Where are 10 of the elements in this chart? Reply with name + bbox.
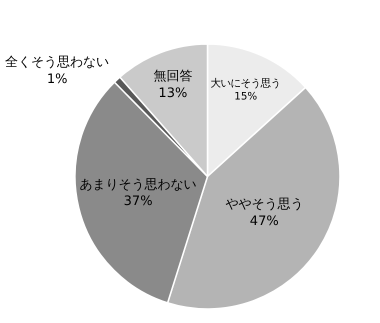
- data-label: 15%: [234, 90, 258, 103]
- slice-label: あまりそう思わない: [80, 177, 197, 192]
- slice-label: ややそう思う: [225, 196, 304, 212]
- slice-label: 無回答: [153, 68, 192, 84]
- slice-label: 大いにそう思う: [210, 77, 281, 90]
- slice-label: 全くそう思わない: [5, 55, 110, 70]
- data-label: 1%: [46, 72, 68, 88]
- data-label: 47%: [250, 214, 279, 229]
- data-label: 13%: [158, 86, 188, 101]
- data-label: 37%: [124, 194, 153, 210]
